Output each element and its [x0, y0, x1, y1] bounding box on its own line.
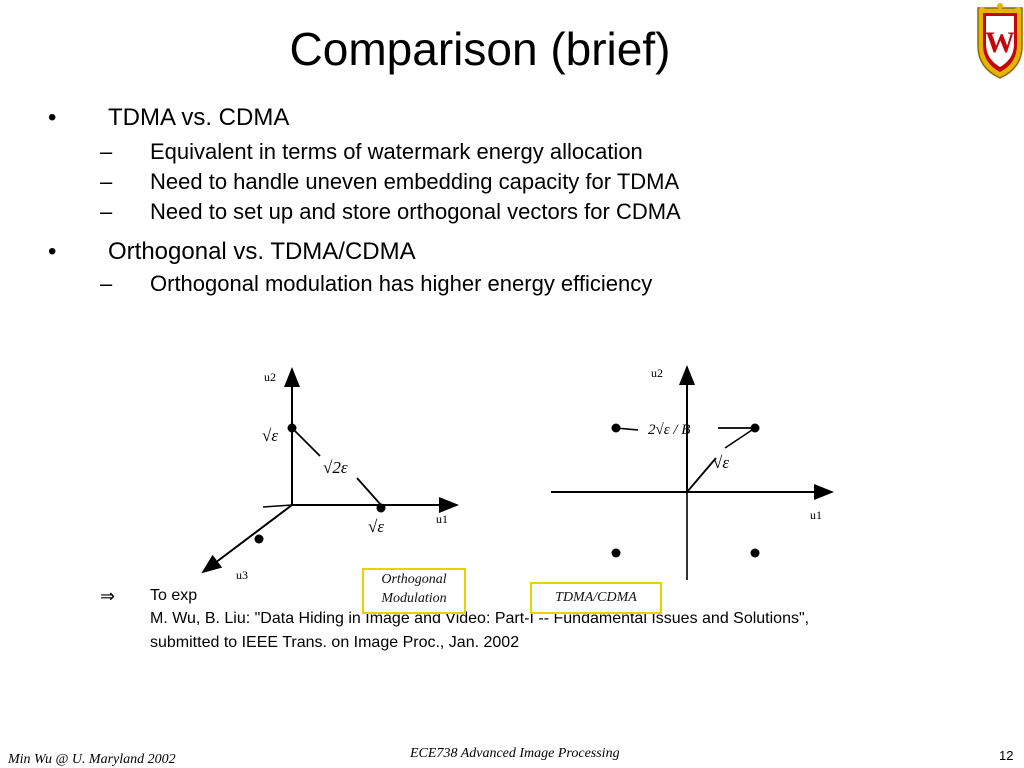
- u3-axis-label: u3: [236, 568, 248, 582]
- u2-axis-label: u2: [651, 366, 663, 380]
- sub-bullet-text: Need to set up and store orthogonal vect…: [150, 199, 681, 224]
- signal-point: [611, 423, 621, 433]
- implies-arrow: ⇒: [100, 586, 116, 606]
- sub-bullet-mark: –: [100, 271, 113, 296]
- signal-point-u1: [376, 503, 386, 513]
- energy-label-u1: √ε: [368, 517, 384, 536]
- energy-label: √ε: [262, 426, 278, 445]
- tdma-cdma-caption-box: TDMA/CDMA: [530, 582, 662, 614]
- sub-bullet-mark: –: [100, 169, 113, 194]
- sub-bullet-mark: –: [100, 199, 113, 224]
- bullet-text: Orthogonal vs. TDMA/CDMA: [108, 238, 416, 265]
- u1-axis-label: u1: [436, 512, 448, 526]
- footer-course: ECE738 Advanced Image Processing: [410, 746, 620, 761]
- signal-point: [750, 423, 760, 433]
- reference-lead: To exp: [150, 587, 198, 604]
- bullet-text: TDMA vs. CDMA: [108, 104, 290, 131]
- vector-line: [686, 457, 717, 493]
- distance-line-lower: [356, 477, 382, 506]
- bullet-mark: •: [48, 104, 57, 131]
- footer-author: Min Wu @ U. Maryland 2002: [8, 752, 176, 767]
- u3-axis: [201, 504, 293, 574]
- signal-point-u2: [287, 423, 297, 433]
- sub-bullet-mark: –: [100, 139, 113, 164]
- distance-label: √2ε: [323, 458, 348, 477]
- signal-point: [750, 548, 760, 558]
- svg-text:W: W: [985, 26, 1015, 59]
- caption-text: TDMA/CDMA: [555, 590, 637, 605]
- caption-line: Orthogonal: [381, 572, 447, 587]
- university-crest-icon: W: [977, 3, 1023, 79]
- axis-stub: [262, 504, 293, 508]
- sub-bullet-text: Orthogonal modulation has higher energy …: [150, 271, 653, 296]
- u1-axis-label: u1: [810, 508, 822, 522]
- u2-axis-label: u2: [264, 370, 276, 384]
- reference-line-1: M. Wu, B. Liu: "Data Hiding in Image and…: [150, 610, 810, 627]
- signal-point: [611, 548, 621, 558]
- page-number: 12: [999, 748, 1014, 763]
- distance-line-upper: [291, 427, 321, 457]
- tdma-cdma-diagram: u2 u1 2√ε / B √ε: [551, 365, 834, 580]
- slide-title: Comparison (brief): [289, 23, 671, 75]
- orthogonal-diagram: u2 u1 u3 √ε √2ε √ε: [201, 367, 459, 582]
- orthogonal-caption-box: Orthogonal Modulation: [362, 568, 466, 614]
- norm-label: √ε: [713, 453, 729, 472]
- sub-bullet-text: Need to handle uneven embedding capacity…: [150, 169, 680, 194]
- sub-bullet-text: Equivalent in terms of watermark energy …: [150, 139, 643, 164]
- amplitude-label: 2√ε / B: [648, 422, 690, 438]
- reference-line-2: submitted to IEEE Trans. on Image Proc.,…: [150, 634, 520, 651]
- caption-line: Modulation: [381, 591, 447, 606]
- vector-tip: [724, 427, 756, 449]
- bullet-mark: •: [48, 238, 57, 265]
- signal-point-u3: [254, 534, 264, 544]
